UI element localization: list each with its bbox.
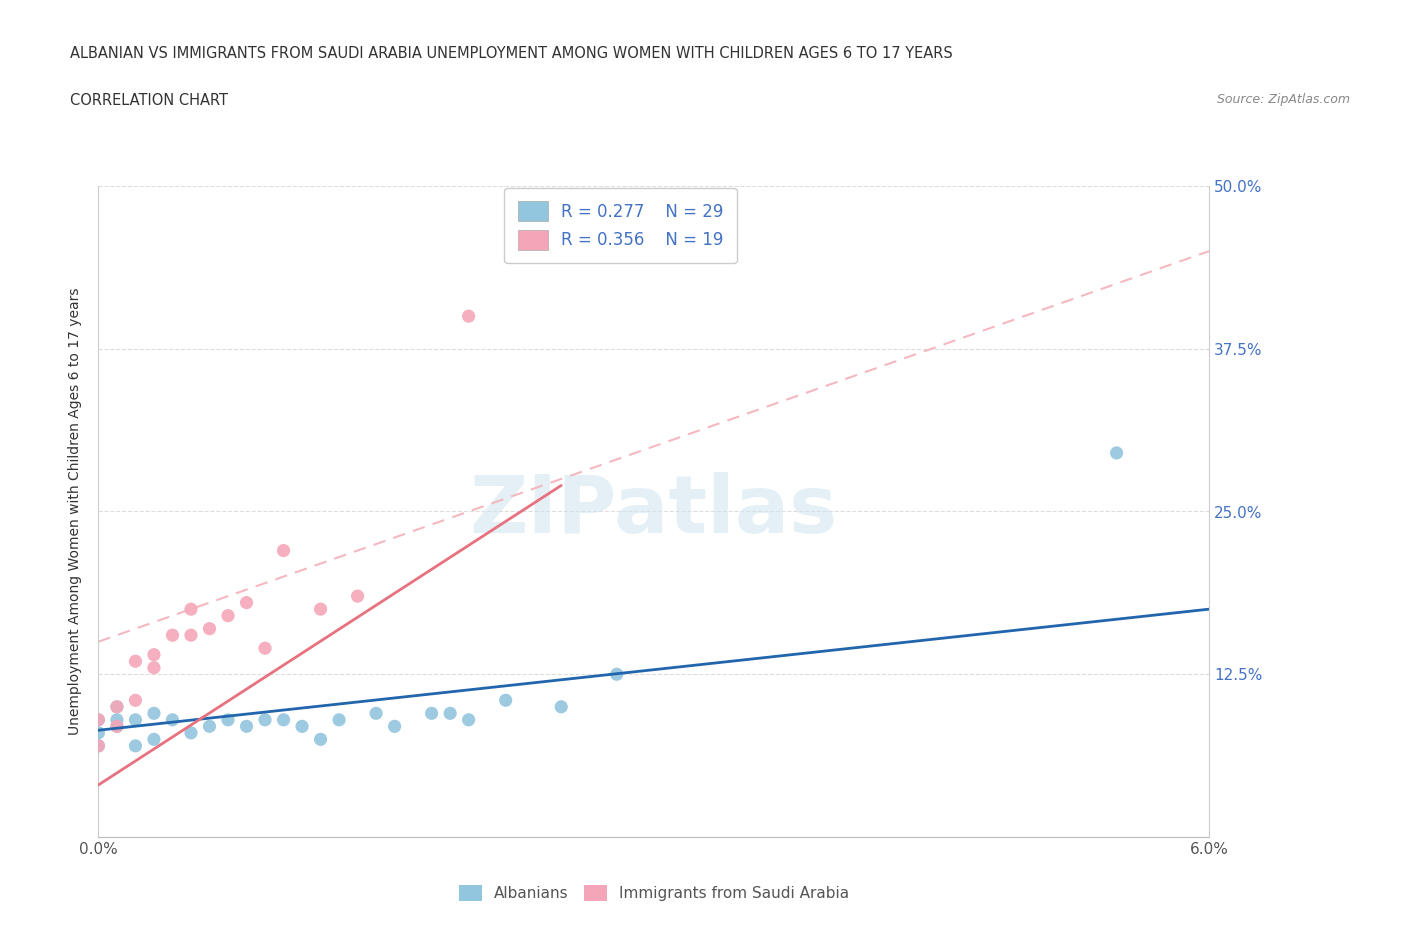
Point [291,719,314,734]
Text: ALBANIAN VS IMMIGRANTS FROM SAUDI ARABIA UNEMPLOYMENT AMONG WOMEN WITH CHILDREN : ALBANIAN VS IMMIGRANTS FROM SAUDI ARABIA… [70,46,953,61]
Point [217,608,239,623]
Point [309,732,332,747]
Point [606,667,628,682]
Point [198,621,221,636]
Legend: R = 0.277    N = 29, R = 0.356    N = 19: R = 0.277 N = 29, R = 0.356 N = 19 [505,188,737,263]
Point [235,595,257,610]
Point [309,602,332,617]
Point [124,738,146,753]
Point [143,647,166,662]
Point [124,654,146,669]
Point [143,706,166,721]
Text: Source: ZipAtlas.com: Source: ZipAtlas.com [1216,93,1350,106]
Point [124,693,146,708]
Point [439,706,461,721]
Point [105,719,128,734]
Point [346,589,368,604]
Point [124,712,146,727]
Point [105,699,128,714]
Point [217,712,239,727]
Point [328,712,350,727]
Point [198,719,221,734]
Text: ZIPatlas: ZIPatlas [470,472,838,551]
Point [180,602,202,617]
Point [366,706,388,721]
Text: CORRELATION CHART: CORRELATION CHART [70,93,228,108]
Point [180,725,202,740]
Point [105,699,128,714]
Point [143,732,166,747]
Point [105,712,128,727]
Point [87,725,110,740]
Point [87,712,110,727]
Point [87,738,110,753]
Point [457,712,479,727]
Point [273,712,295,727]
Point [457,309,479,324]
Point [105,719,128,734]
Point [87,712,110,727]
Point [254,641,277,656]
Point [162,628,184,643]
Point [495,693,517,708]
Point [180,628,202,643]
Point [162,712,184,727]
Point [1105,445,1128,460]
Point [384,719,406,734]
Point [87,738,110,753]
Point [143,660,166,675]
Y-axis label: Unemployment Among Women with Children Ages 6 to 17 years: Unemployment Among Women with Children A… [69,287,83,736]
Point [235,719,257,734]
Point [420,706,443,721]
Point [550,699,572,714]
Point [273,543,295,558]
Point [254,712,277,727]
